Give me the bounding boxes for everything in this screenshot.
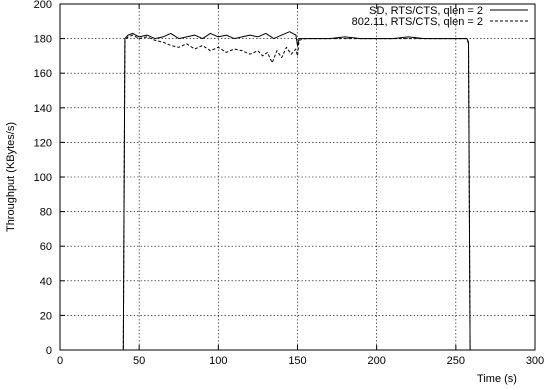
legend-label: SD, RTS/CTS, qlen = 2 xyxy=(369,5,483,17)
x-tick-label: 100 xyxy=(209,355,227,367)
x-tick-label: 250 xyxy=(447,355,465,367)
x-axis-label: Time (s) xyxy=(477,373,517,385)
y-tick-label: 40 xyxy=(40,276,52,288)
y-tick-label: 0 xyxy=(46,345,52,357)
legend-label: 802.11, RTS/CTS, qlen = 2 xyxy=(352,16,483,28)
x-tick-label: 150 xyxy=(288,355,306,367)
x-tick-label: 200 xyxy=(367,355,385,367)
y-tick-label: 160 xyxy=(34,68,52,80)
x-tick-label: 50 xyxy=(133,355,145,367)
x-tick-label: 0 xyxy=(57,355,63,367)
y-tick-label: 120 xyxy=(34,137,52,149)
y-tick-label: 200 xyxy=(34,0,52,11)
y-tick-label: 100 xyxy=(34,172,52,184)
series-layer xyxy=(60,31,472,351)
series-line-dashed xyxy=(60,34,472,351)
y-tick-label: 60 xyxy=(40,241,52,253)
y-tick-label: 20 xyxy=(40,310,52,322)
y-axis-label: Throughput (KBytes/s) xyxy=(5,122,17,232)
x-tick-label: 300 xyxy=(526,355,544,367)
y-tick-label: 180 xyxy=(34,34,52,46)
y-tick-label: 80 xyxy=(40,207,52,219)
y-tick-label: 140 xyxy=(34,103,52,115)
ticks: 0 20 40 60 80 100 120 140 160 180 200 0 50 100 150 200 2… xyxy=(34,0,545,367)
